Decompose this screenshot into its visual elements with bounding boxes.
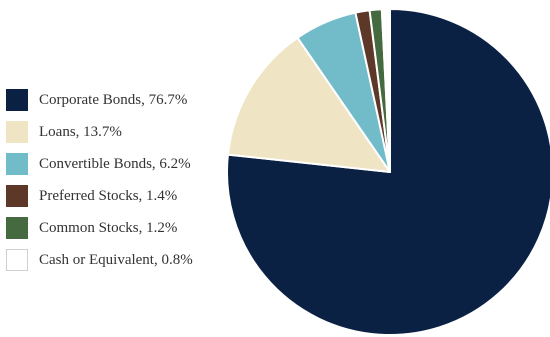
legend-item: Cash or Equivalent, 0.8% (6, 244, 193, 276)
legend-label: Common Stocks, 1.2% (39, 219, 178, 236)
legend-swatch (6, 121, 28, 143)
legend-item: Common Stocks, 1.2% (6, 212, 193, 244)
legend-label: Cash or Equivalent, 0.8% (39, 251, 193, 268)
pie-slice (380, 8, 391, 173)
legend-item: Preferred Stocks, 1.4% (6, 180, 193, 212)
legend-item: Loans, 13.7% (6, 116, 193, 148)
legend-swatch (6, 217, 28, 239)
legend-item: Corporate Bonds, 76.7% (6, 84, 193, 116)
legend-label: Corporate Bonds, 76.7% (39, 91, 188, 108)
legend-label: Preferred Stocks, 1.4% (39, 187, 178, 204)
legend-swatch (6, 185, 28, 207)
legend-swatch (6, 89, 28, 111)
chart-legend: Corporate Bonds, 76.7% Loans, 13.7% Conver… (6, 84, 193, 276)
pie-slice (226, 36, 391, 173)
legend-item: Convertible Bonds, 6.2% (6, 148, 193, 180)
legend-swatch (6, 153, 28, 175)
legend-label: Convertible Bonds, 6.2% (39, 155, 191, 172)
legend-swatch (6, 249, 28, 271)
legend-label: Loans, 13.7% (39, 123, 122, 140)
